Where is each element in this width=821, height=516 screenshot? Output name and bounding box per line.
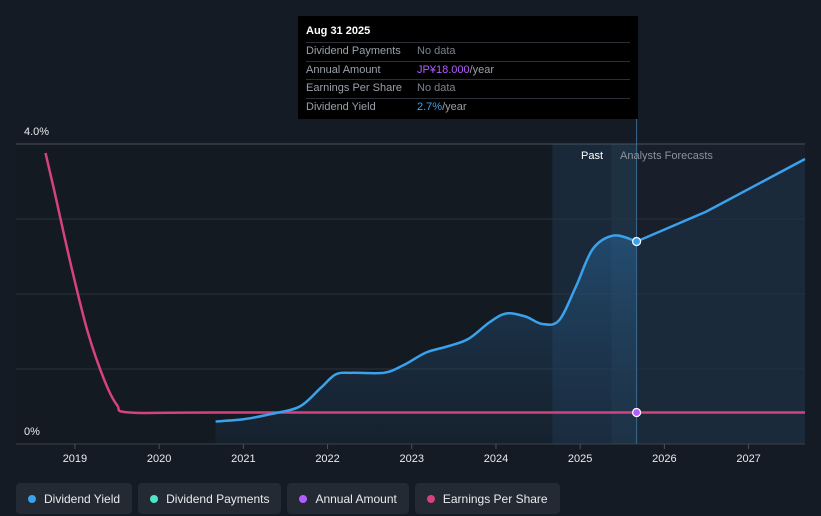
x-axis-ticks: 2019 2020 2021 2022 2023 2024 2025 2026 2027 [63, 444, 761, 465]
x-tick-label: 2026 [652, 453, 676, 465]
legend-item-dividend-yield[interactable]: Dividend Yield [16, 483, 133, 514]
tooltip-label: Dividend Yield [306, 100, 376, 113]
tooltip-row-dividend-payments: Dividend Payments No data [306, 42, 630, 61]
tooltip-label: Dividend Payments [306, 45, 401, 57]
x-tick-label: 2019 [63, 453, 87, 465]
x-tick-label: 2020 [147, 453, 171, 465]
tooltip-value: JP¥18.000 [417, 63, 470, 76]
earnings-per-share-line [44, 152, 805, 415]
legend-dot-icon [299, 494, 308, 503]
tooltip-value: No data [417, 82, 456, 94]
annual-amount-point[interactable] [631, 407, 642, 418]
dividend-yield-area [215, 235, 637, 444]
tooltip-label: Annual Amount [306, 63, 381, 76]
x-tick-label: 2021 [231, 453, 255, 465]
legend-item-annual-amount[interactable]: Annual Amount [287, 483, 409, 514]
tooltip-label: Earnings Per Share [306, 82, 402, 94]
tooltip-date: Aug 31 2025 [306, 25, 371, 37]
x-tick-label: 2024 [484, 453, 508, 465]
legend-label: Dividend Payments [166, 491, 270, 506]
tooltip-unit: /year [469, 63, 495, 76]
legend-dot-icon [150, 494, 159, 503]
y-axis-bottom-label: 0% [24, 426, 40, 438]
tooltip-value: No data [417, 45, 456, 57]
legend-label: Dividend Yield [44, 491, 121, 506]
x-tick-label: 2023 [400, 453, 424, 465]
tooltip-row-dividend-yield: Dividend Yield 2.7%/year [306, 97, 630, 117]
x-tick-label: 2022 [315, 453, 339, 465]
tooltip-value: 2.7% [417, 100, 443, 113]
legend-item-dividend-payments[interactable]: Dividend Payments [138, 483, 282, 514]
forecast-section-label: Analysts Forecasts [620, 150, 713, 162]
x-tick-label: 2027 [736, 453, 760, 465]
tooltip: Aug 31 2025 Dividend Payments No data An… [298, 16, 638, 119]
past-section-label: Past [581, 150, 604, 162]
x-tick-label: 2025 [568, 453, 592, 465]
legend-label: Annual Amount [315, 491, 397, 506]
y-axis-top-label: 4.0% [24, 126, 50, 138]
legend-dot-icon [28, 494, 36, 503]
dividend-yield-point[interactable] [631, 236, 642, 247]
legend-label: Earnings Per Share [442, 491, 548, 506]
legend-item-earnings-per-share[interactable]: Earnings Per Share [414, 483, 560, 514]
dividend-yield-forecast-area [636, 159, 805, 444]
legend: Dividend Yield Dividend Payments Annual … [16, 483, 560, 514]
legend-dot-icon [426, 494, 435, 503]
dividend-yield-forecast-line [636, 157, 806, 243]
tooltip-row-annual-amount: Annual Amount JP¥18.000/year [306, 60, 630, 80]
tooltip-unit: /year [442, 100, 467, 113]
tooltip-row-earnings-per-share: Earnings Per Share No data [306, 79, 630, 98]
dividend-yield-line [215, 234, 637, 423]
